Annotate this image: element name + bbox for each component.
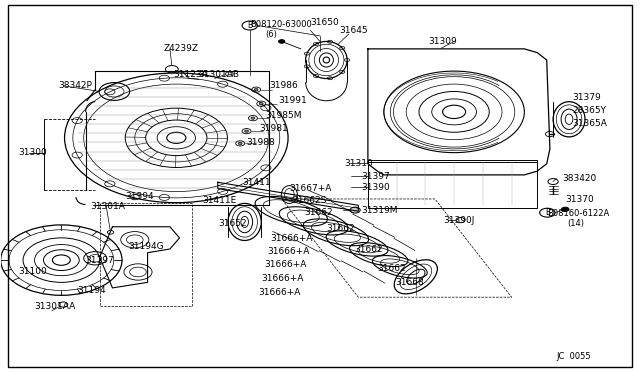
Circle shape bbox=[278, 39, 285, 43]
Text: 31123A: 31123A bbox=[173, 70, 208, 79]
Text: 31300: 31300 bbox=[19, 148, 47, 157]
Text: 31981: 31981 bbox=[259, 124, 288, 133]
Text: 31301AA: 31301AA bbox=[34, 302, 75, 311]
Text: B08120-63000: B08120-63000 bbox=[250, 20, 312, 29]
Text: 31394: 31394 bbox=[125, 192, 154, 201]
Circle shape bbox=[238, 142, 242, 144]
Text: 31662: 31662 bbox=[305, 208, 333, 217]
Text: 31645: 31645 bbox=[339, 26, 368, 35]
Text: 31301AB: 31301AB bbox=[198, 70, 239, 79]
Text: 31194: 31194 bbox=[77, 286, 106, 295]
Text: 31666+A: 31666+A bbox=[259, 288, 301, 297]
Text: 31986: 31986 bbox=[269, 81, 298, 90]
Circle shape bbox=[259, 103, 263, 105]
Circle shape bbox=[244, 130, 248, 132]
Text: 31390: 31390 bbox=[362, 183, 390, 192]
Text: 31662: 31662 bbox=[378, 264, 406, 273]
Text: 31985M: 31985M bbox=[266, 111, 302, 120]
Circle shape bbox=[561, 207, 569, 212]
Text: 31100: 31100 bbox=[19, 267, 47, 276]
Text: 38342P: 38342P bbox=[58, 81, 92, 90]
Text: 31667+A: 31667+A bbox=[289, 184, 332, 193]
Text: 31666+A: 31666+A bbox=[261, 274, 303, 283]
Circle shape bbox=[254, 89, 258, 91]
Text: JC  0055: JC 0055 bbox=[556, 352, 591, 361]
Text: 31662: 31662 bbox=[355, 245, 383, 254]
Text: 31652: 31652 bbox=[218, 219, 246, 228]
Text: 31319M: 31319M bbox=[362, 206, 398, 215]
Text: 28365Y: 28365Y bbox=[572, 106, 606, 115]
Text: 31310: 31310 bbox=[344, 159, 373, 168]
Text: 31194G: 31194G bbox=[129, 241, 164, 250]
Text: 31370: 31370 bbox=[565, 195, 594, 204]
Text: 31197: 31197 bbox=[86, 256, 115, 265]
Text: 31301A: 31301A bbox=[90, 202, 125, 211]
Bar bbox=[368, 160, 537, 208]
Text: 31662S: 31662S bbox=[292, 196, 326, 205]
Text: 31650: 31650 bbox=[310, 19, 339, 28]
Text: 31309: 31309 bbox=[429, 37, 458, 46]
Text: 383420: 383420 bbox=[563, 174, 597, 183]
Text: (14): (14) bbox=[567, 219, 584, 228]
Text: 31991: 31991 bbox=[278, 96, 307, 105]
Text: 31397: 31397 bbox=[362, 172, 390, 181]
Text: B: B bbox=[247, 21, 252, 30]
Text: 31666+A: 31666+A bbox=[264, 260, 307, 269]
Circle shape bbox=[350, 207, 360, 213]
Text: 31390J: 31390J bbox=[444, 216, 475, 225]
Text: 31379: 31379 bbox=[572, 93, 601, 102]
Text: 31988: 31988 bbox=[246, 138, 275, 147]
Text: 31411E: 31411E bbox=[202, 196, 237, 205]
Text: 31668: 31668 bbox=[396, 278, 424, 287]
Circle shape bbox=[251, 117, 255, 119]
Text: 31666+A: 31666+A bbox=[268, 247, 310, 256]
Text: 31666+A: 31666+A bbox=[270, 234, 312, 243]
Text: (6): (6) bbox=[266, 29, 278, 39]
Text: 31411: 31411 bbox=[242, 178, 271, 187]
Text: B: B bbox=[545, 208, 550, 217]
Text: B08160-6122A: B08160-6122A bbox=[547, 209, 609, 218]
Text: 31365A: 31365A bbox=[572, 119, 607, 128]
Text: 31662: 31662 bbox=[326, 224, 355, 233]
Text: Z4239Z: Z4239Z bbox=[164, 44, 198, 53]
